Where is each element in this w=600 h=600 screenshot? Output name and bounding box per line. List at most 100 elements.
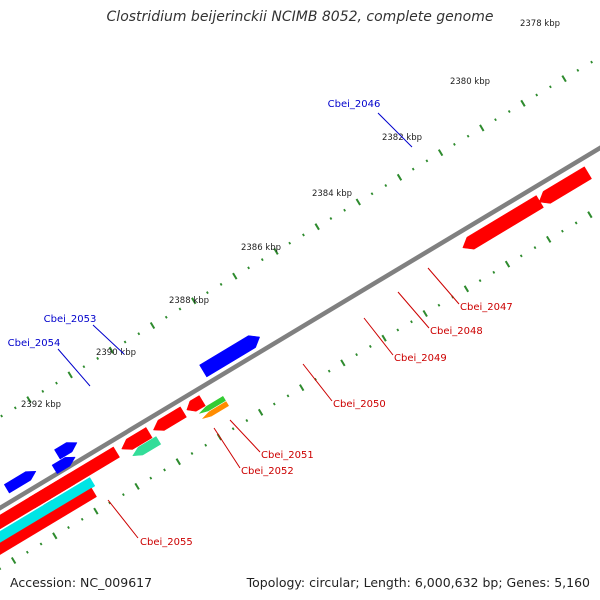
scale-tick [67, 371, 73, 379]
scale-tick [134, 482, 140, 490]
cds-small-red-arrow [186, 395, 206, 412]
scale-tick [204, 443, 208, 447]
scale-tick [25, 550, 29, 554]
scale-label: 2390 kbp [96, 348, 136, 358]
scale-tick [247, 266, 250, 270]
feature-label-cbei-2047: Cbei_2047 [460, 302, 513, 313]
genome-summary-text: Topology: circular; Length: 6,000,632 bp… [246, 575, 590, 590]
scale-tick [533, 246, 537, 250]
scale-tick [299, 384, 305, 392]
scale-tick [520, 99, 526, 107]
scale-tick [206, 291, 209, 295]
scale-tick [93, 507, 99, 515]
scale-tick [492, 270, 496, 274]
feature-leader-line [92, 324, 125, 355]
scale-tick [164, 315, 168, 319]
scale-tick [355, 353, 358, 357]
scale-tick [478, 279, 482, 283]
feature-leader-line [213, 427, 241, 469]
scale-tick [149, 321, 156, 330]
feature-leader-line [363, 317, 394, 356]
cds-cbei-2054-arrow [3, 471, 37, 494]
cds-small-red-arrow [153, 406, 187, 431]
scale-tick [561, 229, 564, 233]
scale-tick [273, 247, 279, 255]
scale-tick [80, 517, 84, 521]
feature-leader-line [57, 348, 91, 387]
cds-cyan-arrow [0, 477, 96, 544]
scale-tick [26, 396, 32, 404]
scale-tick [576, 68, 580, 72]
scale-tick [368, 344, 372, 348]
scale-tick [343, 208, 346, 212]
scale-tick [519, 254, 523, 258]
scale-tick [302, 233, 305, 237]
scale-tick [260, 258, 264, 262]
scale-tick [272, 402, 276, 406]
accession-text: Accession: NC_009617 [10, 575, 153, 590]
scale-label: 2382 kbp [382, 133, 422, 143]
scale-tick [231, 427, 235, 431]
feature-label-cbei-2050: Cbei_2050 [333, 399, 386, 410]
scale-label: 2392 kbp [21, 400, 61, 410]
scale-tick [163, 468, 166, 472]
feature-leader-line [302, 363, 333, 402]
scale-tick [355, 198, 361, 206]
scale-tick [67, 526, 70, 530]
scale-tick [149, 476, 153, 480]
feature-label-cbei-2053: Cbei_2053 [44, 314, 97, 325]
scale-tick [122, 493, 125, 497]
scale-tick [574, 221, 578, 225]
scale-tick [370, 192, 374, 196]
genome-backbone [0, 145, 600, 511]
scale-tick [425, 159, 429, 163]
scale-tick [396, 173, 403, 181]
scale-tick [55, 381, 58, 385]
scale-label: 2378 kbp [520, 19, 560, 29]
cds-cbei-2048-arrow [199, 396, 226, 414]
scale-tick [329, 217, 333, 220]
cds-small-blue-arrow [51, 456, 76, 474]
scale-tick [494, 118, 497, 122]
scale-tick [123, 340, 127, 344]
scale-tick [411, 167, 415, 171]
scale-tick [561, 75, 567, 83]
scale-tick [13, 406, 17, 410]
scale-tick [286, 394, 290, 398]
scale-label: 2380 kbp [450, 77, 490, 87]
scale-tick [10, 556, 17, 565]
scale-tick [410, 320, 413, 324]
scale-tick [219, 282, 223, 286]
feature-leader-line [397, 291, 430, 329]
scale-tick [314, 223, 320, 231]
cds-upper-right-arrow [462, 195, 544, 250]
cds-small-red-arrow [42, 492, 52, 502]
cds-cbei-2047-arrow [202, 401, 229, 419]
feature-label-cbei-2055: Cbei_2055 [140, 537, 193, 548]
scale-tick [396, 328, 400, 332]
scale-tick [507, 110, 511, 113]
scale-tick [82, 365, 86, 369]
scale-tick [41, 389, 45, 393]
cds-large-red-arrow [0, 473, 76, 530]
scale-tick [463, 285, 470, 293]
scale-tick [479, 124, 485, 132]
scale-tick [453, 142, 456, 146]
scale-tick [52, 532, 58, 540]
scale-tick [232, 272, 238, 280]
scale-tick [257, 408, 264, 416]
scale-tick [590, 60, 593, 64]
outer-scale-ticks [0, 60, 593, 418]
cds-cbei-2053-arrow [54, 442, 78, 460]
feature-label-cbei-2046: Cbei_2046 [328, 99, 381, 110]
scale-tick [108, 346, 115, 354]
cds-lower-red-arrow [0, 487, 97, 555]
scale-tick [437, 149, 444, 157]
scale-tick [587, 211, 593, 219]
scale-tick [96, 356, 100, 360]
scale-tick [327, 369, 331, 373]
feature-leader-line [229, 419, 261, 453]
scale-tick [175, 458, 181, 466]
cds-cbei-2049-arrow [132, 436, 162, 457]
